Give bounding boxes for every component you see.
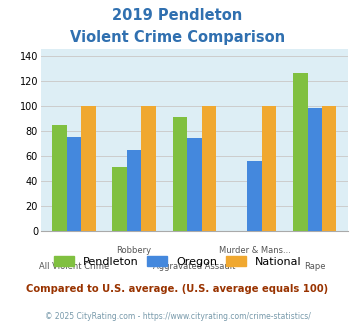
Bar	[247, 161, 262, 231]
Bar	[307, 108, 322, 231]
Bar	[173, 117, 187, 231]
Text: 2019 Pendleton: 2019 Pendleton	[113, 8, 242, 23]
Bar	[81, 106, 95, 231]
Bar	[187, 138, 202, 231]
Bar	[113, 167, 127, 231]
Bar	[322, 106, 337, 231]
Text: Compared to U.S. average. (U.S. average equals 100): Compared to U.S. average. (U.S. average …	[26, 284, 329, 294]
Bar	[52, 125, 67, 231]
Text: Aggravated Assault: Aggravated Assault	[153, 262, 236, 271]
Text: © 2025 CityRating.com - https://www.cityrating.com/crime-statistics/: © 2025 CityRating.com - https://www.city…	[45, 312, 310, 321]
Legend: Pendleton, Oregon, National: Pendleton, Oregon, National	[49, 251, 306, 271]
Bar	[293, 73, 307, 231]
Text: Rape: Rape	[304, 262, 326, 271]
Bar	[141, 106, 156, 231]
Bar	[202, 106, 216, 231]
Text: All Violent Crime: All Violent Crime	[39, 262, 109, 271]
Text: Murder & Mans...: Murder & Mans...	[219, 246, 290, 254]
Text: Robbery: Robbery	[116, 246, 152, 254]
Bar	[262, 106, 276, 231]
Text: Violent Crime Comparison: Violent Crime Comparison	[70, 30, 285, 45]
Bar	[127, 149, 141, 231]
Bar	[67, 137, 81, 231]
